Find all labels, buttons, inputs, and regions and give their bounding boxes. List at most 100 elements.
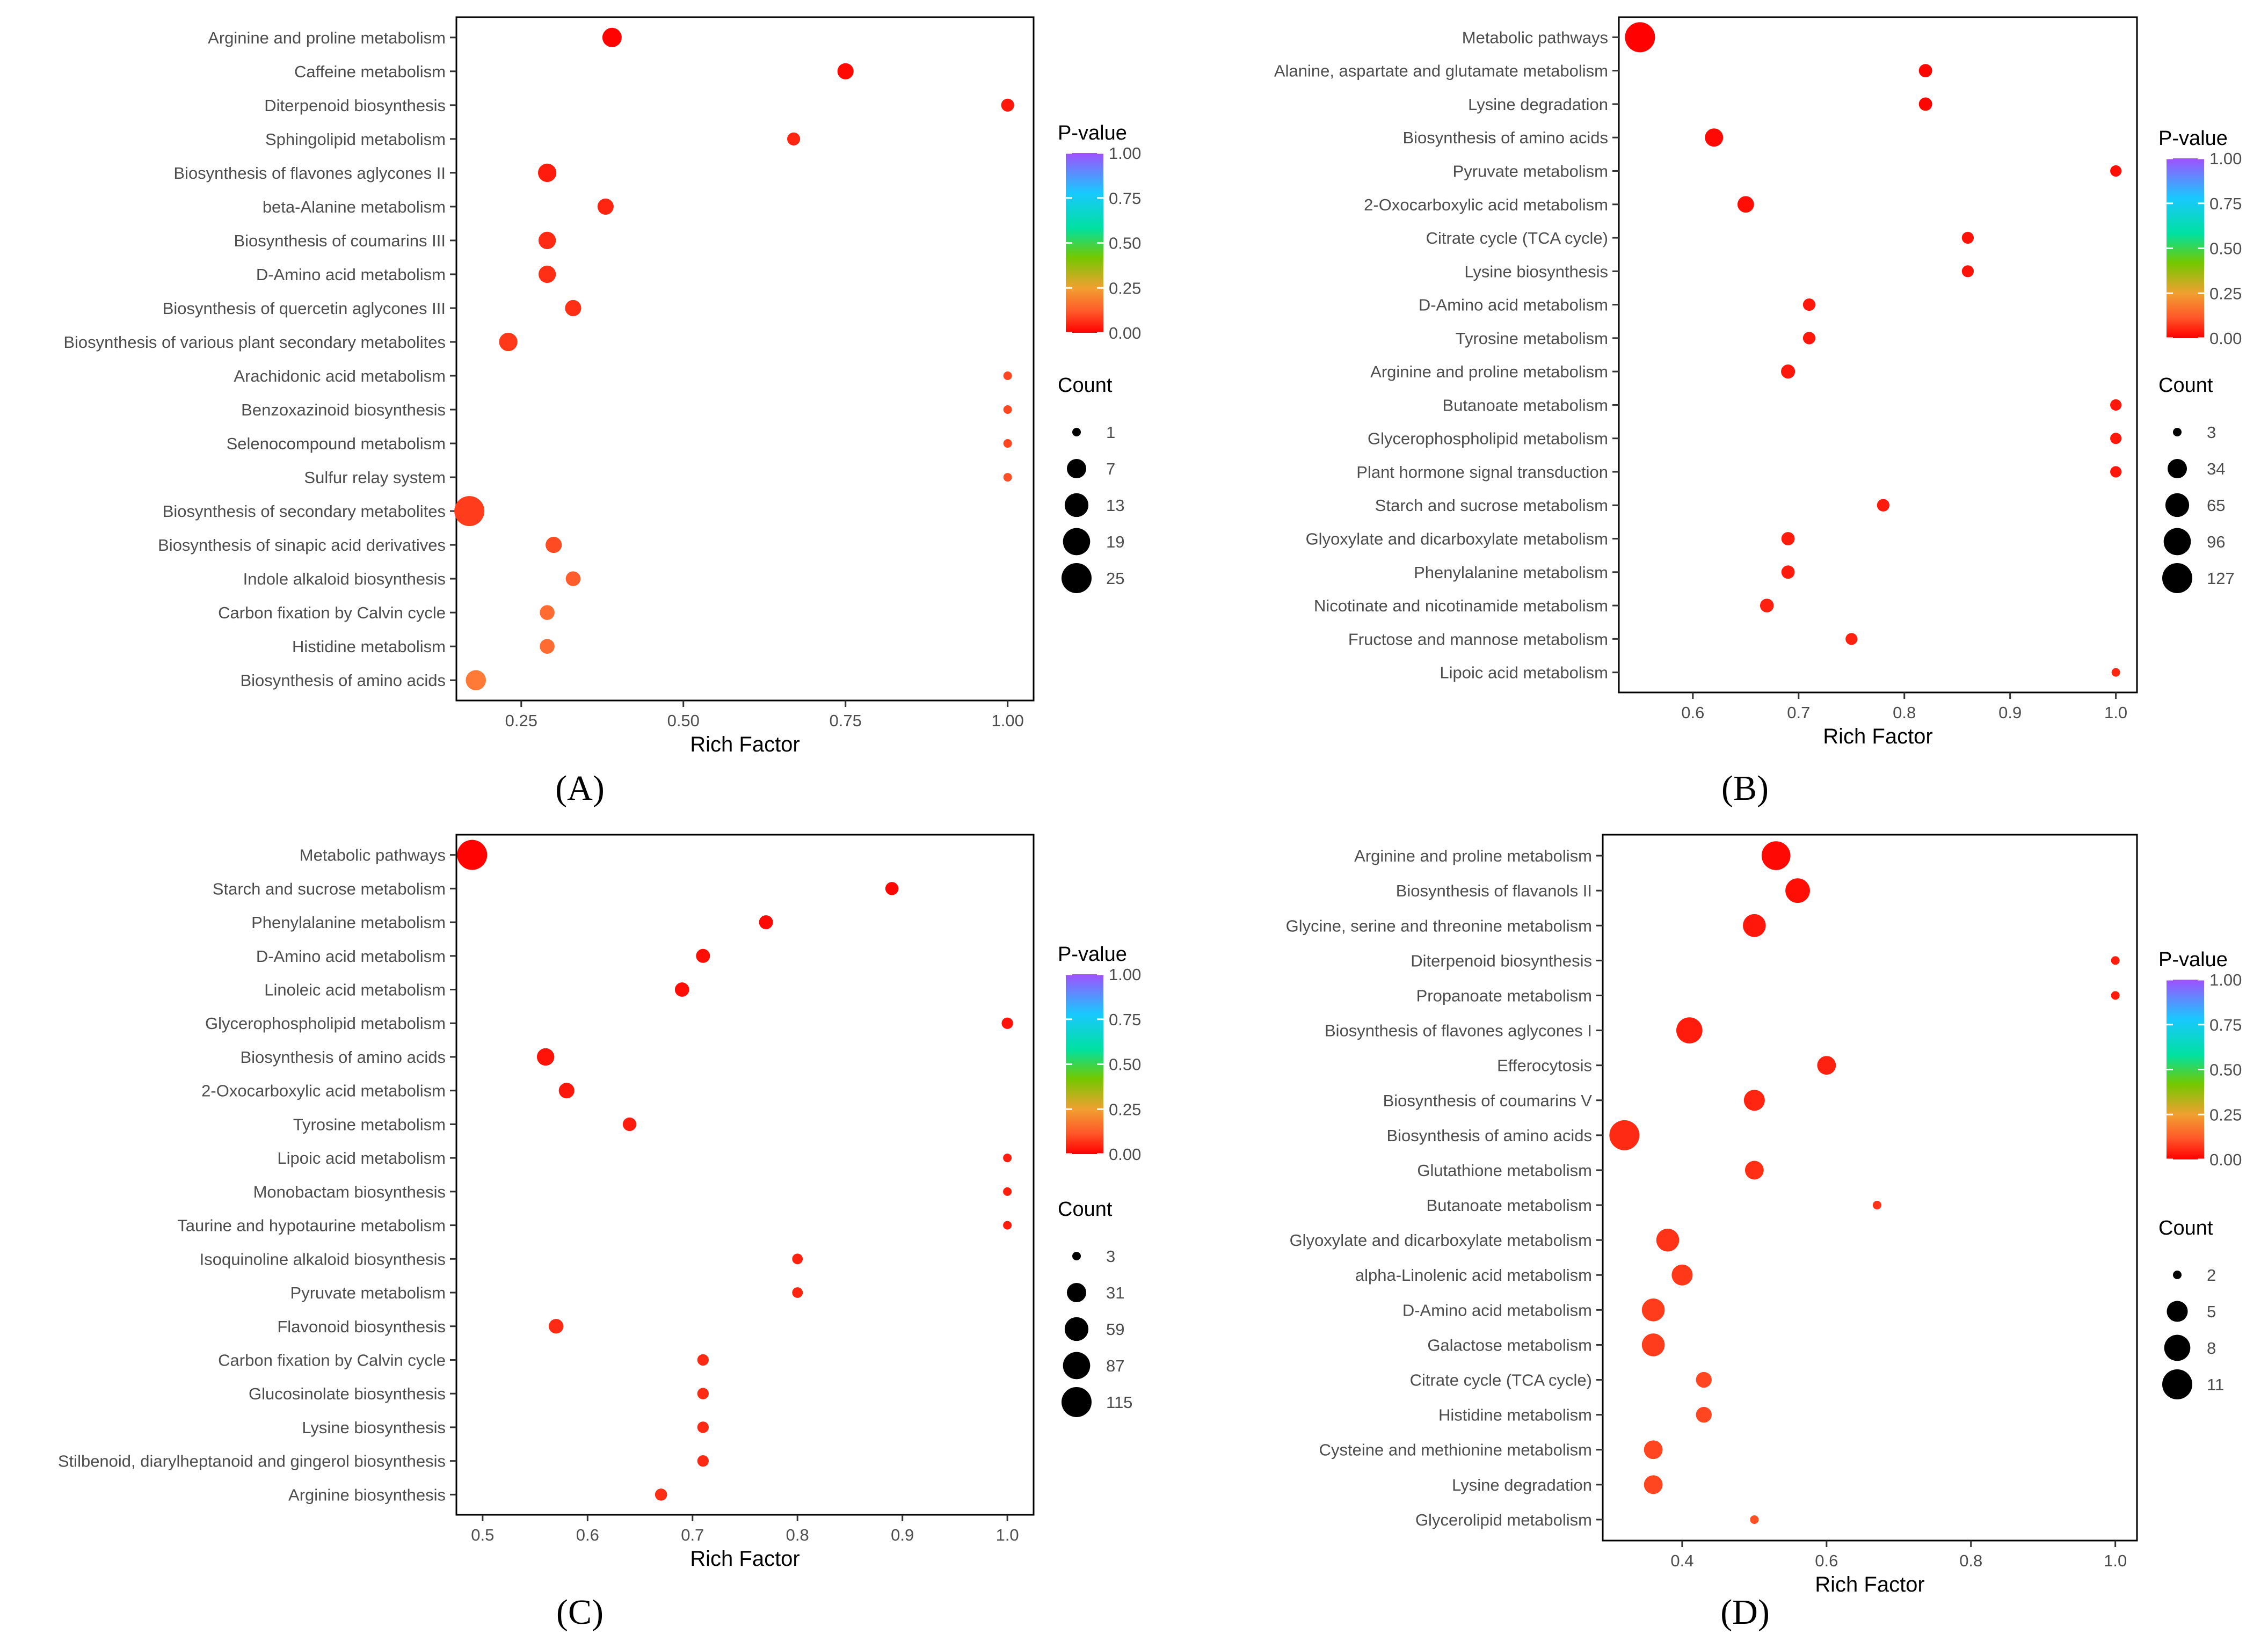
data-point — [457, 840, 488, 870]
count-legend-label: 13 — [1106, 496, 1124, 515]
data-point — [696, 948, 710, 963]
y-tick-label: Diterpenoid biosynthesis — [1411, 951, 1592, 970]
data-point — [1003, 1154, 1012, 1163]
colorbar-tick-label: 0.25 — [1109, 279, 1141, 297]
y-tick-label: Biosynthesis of secondary metabolites — [163, 502, 446, 521]
data-point — [1785, 878, 1810, 903]
count-legend-dot — [1072, 1252, 1081, 1260]
y-tick-label: Biosynthesis of flavanols II — [1396, 881, 1592, 900]
data-point — [1656, 1228, 1680, 1252]
panel-label: (A) — [555, 769, 605, 808]
data-point — [792, 1253, 803, 1265]
data-point — [466, 670, 486, 690]
colorbar-tick-label: 0.25 — [2209, 284, 2242, 303]
y-tick-label: Carbon fixation by Calvin cycle — [218, 603, 446, 622]
count-legend-dot — [2168, 459, 2187, 478]
data-point — [1676, 1017, 1703, 1044]
y-tick-label: Metabolic pathways — [300, 846, 446, 865]
panel-b: Metabolic pathways Alanine, aspartate and… — [1274, 16, 2242, 808]
y-tick-label: Galactose metabolism — [1427, 1336, 1592, 1354]
y-tick-label: Biosynthesis of coumarins V — [1383, 1091, 1593, 1110]
count-legend-label: 25 — [1106, 569, 1124, 588]
data-point — [1671, 1264, 1693, 1286]
data-point — [1802, 298, 1816, 311]
count-legend-label: 115 — [1106, 1393, 1132, 1412]
data-point — [1750, 1515, 1759, 1524]
data-point — [1918, 64, 1932, 78]
x-tick-label: 0.9 — [1998, 703, 2022, 722]
plot-frame — [1602, 834, 2138, 1542]
count-legend-dot — [1067, 459, 1086, 478]
count-legend-title: Count — [2158, 1217, 2213, 1239]
data-point — [792, 1287, 803, 1298]
count-legend-dot — [1064, 493, 1089, 517]
colorbar-tick-label: 0.75 — [1109, 189, 1141, 208]
plot-frame — [455, 834, 1035, 1516]
count-legend-label: 34 — [2207, 459, 2225, 478]
y-tick-label: Glycerophospholipid metabolism — [205, 1014, 446, 1033]
y-tick-label: Selenocompound metabolism — [227, 434, 446, 453]
data-point — [1737, 196, 1754, 213]
x-tick-label: 0.8 — [1893, 703, 1916, 722]
panel-label: (B) — [1721, 769, 1769, 808]
count-legend-dot — [1072, 428, 1081, 436]
data-point — [536, 1048, 555, 1066]
count-legend-label: 3 — [2207, 423, 2216, 442]
y-tick-label: Butanoate metabolism — [1427, 1196, 1592, 1215]
data-point — [540, 639, 555, 654]
data-point — [454, 496, 485, 527]
data-point — [1872, 1201, 1881, 1210]
x-axis-title: Rich Factor — [1815, 1573, 1925, 1596]
x-tick-label: 0.7 — [1787, 703, 1810, 722]
data-point — [622, 1117, 637, 1132]
count-legend-dot — [1062, 563, 1092, 593]
colorbar-tick-label: 0.25 — [2209, 1105, 2242, 1124]
count-legend-label: 8 — [2207, 1339, 2216, 1358]
y-tick-label: Biosynthesis of coumarins III — [234, 231, 446, 250]
y-tick-label: Pyruvate metabolism — [1453, 162, 1608, 180]
colorbar-tick-label: 0.75 — [2209, 194, 2242, 213]
data-point — [697, 1455, 709, 1467]
count-legend-label: 5 — [2207, 1302, 2216, 1321]
y-tick-label: D-Amino acid metabolism — [1419, 296, 1608, 315]
y-tick-label: Lipoic acid metabolism — [1440, 663, 1608, 682]
y-tick-label: Biosynthesis of flavones aglycones I — [1325, 1021, 1592, 1040]
panel-label: (C) — [556, 1593, 604, 1632]
data-point — [565, 571, 581, 586]
count-legend-label: 11 — [2207, 1375, 2224, 1394]
y-tick-label: Propanoate metabolism — [1416, 986, 1592, 1005]
colorbar-tick-label: 1.00 — [1109, 144, 1141, 163]
y-tick-label: Starch and sucrose metabolism — [1375, 496, 1608, 515]
x-tick-label: 1.0 — [996, 1526, 1019, 1544]
plot-frame — [455, 16, 1035, 702]
data-point — [2110, 466, 2122, 478]
y-tick-label: Fructose and mannose metabolism — [1348, 630, 1608, 648]
colorbar-tick-label: 0.00 — [1109, 1145, 1141, 1164]
count-legend-label: 65 — [2207, 496, 2225, 515]
y-tick-label: Benzoxazinoid biosynthesis — [241, 400, 446, 419]
y-tick-label: Linoleic acid metabolism — [264, 981, 446, 999]
data-point — [655, 1489, 667, 1501]
y-tick-label: Arginine and proline metabolism — [208, 28, 446, 47]
x-tick-label: 0.7 — [681, 1526, 704, 1544]
y-tick-label: Plant hormone signal transduction — [1356, 463, 1608, 481]
data-point — [2111, 668, 2120, 677]
y-tick-label: Glycerophospholipid metabolism — [1368, 429, 1608, 448]
x-tick-label: 0.75 — [830, 711, 862, 730]
y-tick-label: Glyoxylate and dicarboxylate metabolism — [1306, 530, 1608, 549]
p-value-legend-title: P-value — [2158, 127, 2228, 150]
data-point — [1609, 1120, 1640, 1150]
data-point — [597, 198, 614, 215]
p-value-legend-title: P-value — [1058, 943, 1127, 966]
y-tick-label: Lysine biosynthesis — [1464, 262, 1608, 281]
y-tick-label: Arachidonic acid metabolism — [234, 367, 446, 385]
count-legend-dot — [1063, 1352, 1091, 1380]
y-tick-label: Arginine biosynthesis — [288, 1485, 446, 1504]
count-legend-dot — [2173, 1271, 2182, 1279]
y-tick-label: Biosynthesis of amino acids — [240, 1048, 446, 1067]
x-tick-label: 0.25 — [505, 711, 537, 730]
y-tick-label: Taurine and hypotaurine metabolism — [177, 1216, 446, 1235]
data-point — [759, 915, 773, 930]
count-legend-dot — [2163, 528, 2191, 556]
x-tick-label: 1.0 — [2104, 703, 2127, 722]
